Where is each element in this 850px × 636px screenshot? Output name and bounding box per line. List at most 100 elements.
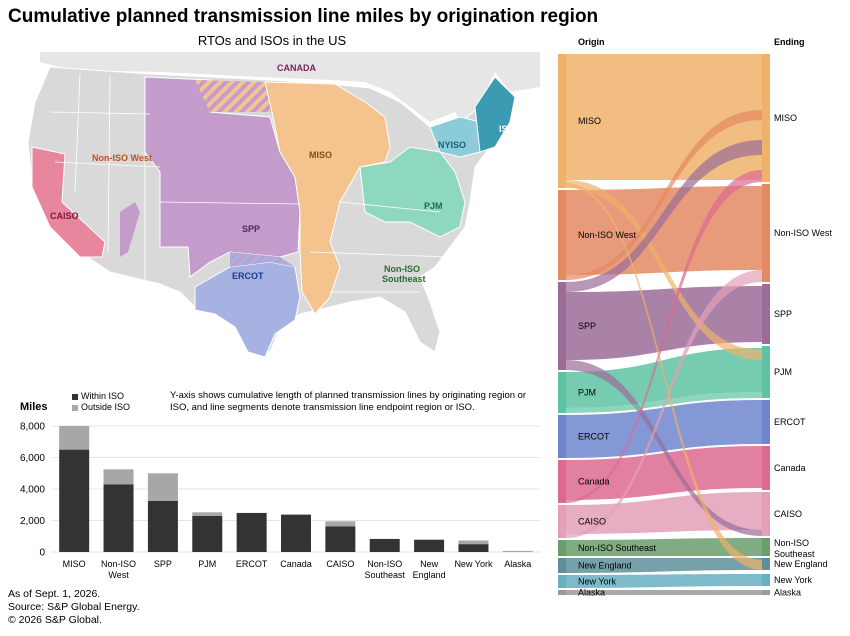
map-label-non-iso-southeast-line1: Non-ISO: [384, 264, 420, 274]
us-iso-map: [27, 52, 540, 358]
legend-within-iso: Within ISO: [72, 391, 124, 401]
bar-outside-2: [147, 473, 178, 501]
sankey-link: [566, 54, 762, 180]
footer-date: As of Sept. 1, 2026.: [8, 588, 101, 600]
bar-ytick-label: 2,000: [20, 516, 45, 527]
sankey-ending-node-5: [762, 446, 770, 490]
map-label-ercot: ERCOT: [232, 271, 264, 281]
sankey-ending-label: New England: [774, 559, 828, 569]
sankey-ending-label: Non-ISO West: [774, 228, 832, 238]
legend-swatch-outside: [72, 404, 78, 411]
sankey-origin-label: Non-ISO Southeast: [578, 543, 657, 553]
bar-xtick-label: Alaska: [504, 559, 531, 569]
sankey-origin-label: New York: [578, 577, 617, 587]
bar-xtick-label: SPP: [154, 559, 172, 569]
footer-source: Source: S&P Global Energy.: [8, 601, 140, 613]
sankey-origin-node-7: [558, 540, 566, 556]
spp-miso-overlap: [195, 80, 272, 112]
map-label-nyiso: NYISO: [438, 140, 467, 150]
ercot-spp-overlap: [230, 252, 295, 267]
sankey-ending-node-9: [762, 574, 770, 586]
sankey-links: [566, 54, 762, 595]
sankey-ending-label: Southeast: [774, 549, 815, 559]
map-label-miso: MISO: [309, 150, 333, 160]
legend-within-label: Within ISO: [81, 391, 125, 401]
map-label-iso-ne: ISO-NE: [499, 124, 531, 134]
bar-marks: [59, 426, 533, 552]
caiso-region: [31, 146, 106, 258]
sankey-ending-node-7: [762, 538, 770, 556]
bar-xtick-label: West: [108, 570, 129, 580]
bar-chart-note: Y-axis shows cumulative length of planne…: [170, 390, 527, 413]
map-label-non-iso-southeast-line2: Southeast: [382, 274, 426, 284]
state-borders: [49, 73, 451, 293]
sankey-ending-label: Non-ISO: [774, 538, 809, 548]
map-subtitle: RTOs and ISOs in the US: [197, 33, 347, 48]
sankey-link: [566, 574, 762, 588]
bar-within-5: [281, 514, 311, 552]
bar-within-0: [59, 449, 90, 552]
bar-xtick-label: New York: [454, 559, 493, 569]
bar-within-6: [325, 526, 356, 552]
bar-xtick-label: Non-ISO: [367, 559, 402, 569]
sankey-link: [566, 170, 762, 503]
sankey-link: [566, 590, 762, 595]
bar-within-1: [103, 484, 134, 552]
footer: As of Sept. 1, 2026. Source: S&P Global …: [8, 588, 140, 627]
sankey-ending-node-3: [762, 346, 770, 398]
sankey-origin-header: Origin: [578, 37, 605, 47]
bar-within-2: [147, 500, 178, 552]
sankey-link: [566, 558, 762, 573]
bar-ytick-label: 6,000: [20, 453, 45, 464]
sankey-nodes: [558, 54, 770, 595]
canada-region: [40, 52, 540, 132]
sankey-origin-label: MISO: [578, 116, 601, 126]
footer-copyright: © 2026 S&P Global.: [8, 614, 102, 626]
sankey-ending-label: CAISO: [774, 509, 802, 519]
sankey-link: [566, 110, 762, 280]
bar-xtick-label: ERCOT: [236, 559, 268, 569]
sankey-ending-node-8: [762, 558, 770, 570]
chart-title: Cumulative planned transmission line mil…: [8, 6, 599, 27]
bar-ytick-label: 8,000: [20, 422, 45, 433]
sankey-origin-label: Non-ISO West: [578, 230, 636, 240]
sankey-ending-node-0: [762, 54, 770, 182]
sankey-origin-node-0: [558, 54, 566, 188]
bar-xtick-label: Non-ISO: [101, 559, 136, 569]
pjm-region: [359, 146, 466, 238]
sankey-ending-label: New York: [774, 575, 813, 585]
bar-xtick-label: MISO: [63, 559, 86, 569]
bar-ytick-label: 0: [39, 548, 45, 559]
legend-outside-iso: Outside ISO: [72, 402, 130, 412]
sankey-origin-label: New England: [578, 561, 632, 571]
sankey-ending-label: ERCOT: [774, 417, 806, 427]
sankey-origin-node-4: [558, 415, 566, 458]
sankey-chart: Origin Ending MISO Non-ISO West SPP PJM ERCO…: [558, 37, 832, 598]
bar-within-3: [192, 515, 223, 552]
sankey-link: [566, 360, 762, 536]
bar-outside-0: [59, 426, 90, 450]
bar-within-7: [369, 538, 400, 552]
bar-xtick-label: PJM: [198, 559, 216, 569]
map-label-spp: SPP: [242, 224, 261, 234]
sankey-origin-node-3: [558, 372, 566, 413]
bar-outside-3: [192, 512, 223, 516]
sankey-origin-label: CAISO: [578, 517, 606, 527]
sankey-origin-node-9: [558, 575, 566, 588]
bar-outside-1: [103, 469, 134, 485]
map-label-caiso: CAISO: [50, 211, 79, 221]
sankey-link: [566, 400, 762, 458]
sankey-link: [566, 538, 762, 556]
bar-xtick-label: Southeast: [364, 570, 405, 580]
sankey-labels: MISO Non-ISO West SPP PJM ERCOT Canada CAISO No…: [578, 113, 832, 598]
miso-region: [264, 81, 391, 315]
sankey-link: [566, 183, 762, 570]
sankey-ending-label: Canada: [774, 463, 806, 473]
bar-xtick-label: Canada: [280, 559, 312, 569]
bar-xtick-label: CAISO: [326, 559, 354, 569]
map-label-non-iso-southeast: Non-ISO Southeast: [382, 264, 426, 284]
sankey-origin-label: ERCOT: [578, 432, 610, 442]
sankey-origin-label: Canada: [578, 477, 610, 487]
legend-outside-label: Outside ISO: [81, 402, 131, 412]
sankey-ending-node-10: [762, 590, 770, 595]
